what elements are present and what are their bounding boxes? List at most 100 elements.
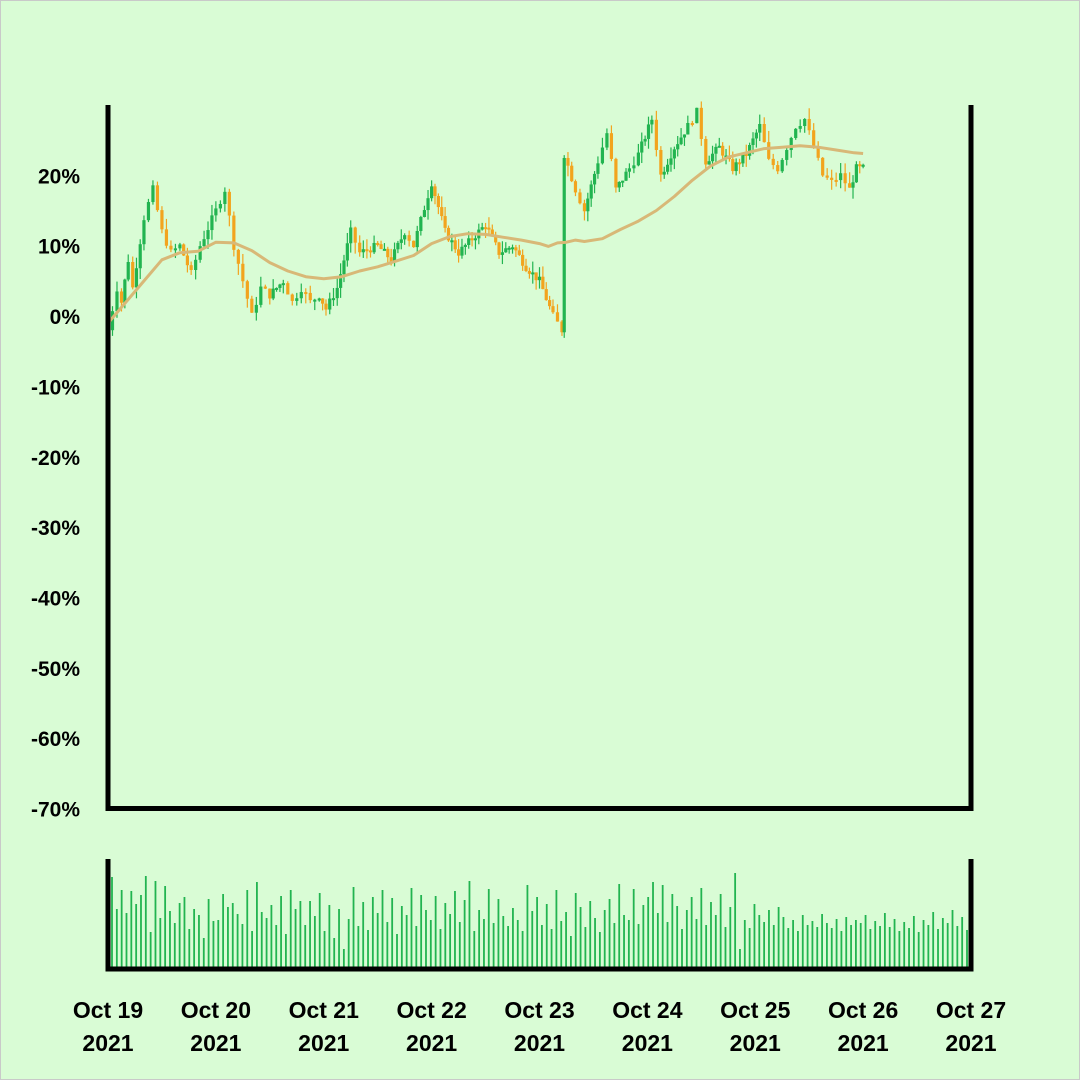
volume-bar	[787, 928, 790, 967]
volume-bar	[439, 929, 442, 967]
candle-down	[699, 107, 703, 139]
volume-bar	[811, 921, 814, 967]
candle-up	[803, 118, 807, 127]
candle-up	[467, 238, 471, 245]
candle-up	[349, 227, 353, 244]
candle-down	[379, 244, 383, 249]
volume-bar	[821, 914, 823, 967]
volume-bar	[961, 917, 964, 967]
candle-down	[250, 298, 254, 313]
candle-down	[386, 248, 390, 258]
volume-bar	[304, 925, 307, 967]
volume-bar	[739, 949, 741, 967]
candle-up	[592, 173, 597, 185]
candle-up	[372, 242, 376, 253]
volume-bar	[565, 912, 567, 967]
candle-up	[682, 134, 687, 138]
candle-down	[830, 177, 834, 180]
volume-bar	[236, 914, 239, 967]
candle-up	[463, 244, 467, 247]
candle-up	[596, 163, 600, 174]
candle-up	[854, 164, 858, 183]
volume-bar	[719, 894, 722, 967]
volume-bar	[212, 921, 215, 967]
candle-down	[821, 157, 825, 176]
volume-bar	[241, 924, 244, 967]
candle-up	[695, 107, 699, 124]
candle-up	[780, 159, 784, 172]
volume-bar	[613, 923, 616, 967]
candle-down	[690, 122, 694, 125]
candle-up	[460, 246, 464, 256]
volume-bar	[284, 934, 287, 967]
volume-bar	[400, 906, 403, 967]
candle-down	[816, 147, 820, 158]
candle-down	[182, 244, 186, 256]
volume-bar	[743, 920, 746, 967]
candle-up	[345, 243, 349, 261]
candle-down	[376, 242, 380, 245]
candle-down	[737, 162, 742, 165]
volume-bar	[584, 927, 587, 967]
volume-bar	[854, 920, 857, 967]
candle-up	[450, 240, 454, 243]
volume-bar	[342, 949, 345, 967]
volume-bar	[840, 931, 843, 967]
candle-down	[131, 262, 135, 288]
volume-bar	[927, 925, 930, 967]
volume-bar	[647, 897, 650, 967]
volume-bar	[879, 926, 881, 967]
volume-bar	[661, 885, 664, 967]
volume-bar	[521, 931, 524, 967]
volume-bar	[801, 915, 804, 967]
volume-bar	[903, 922, 906, 967]
candle-down	[443, 216, 447, 228]
volume-bar	[444, 903, 447, 967]
candle-down	[286, 283, 290, 295]
volume-bar	[347, 919, 350, 967]
volume-bar	[396, 934, 398, 967]
candle-up	[331, 298, 336, 301]
candle-down	[541, 276, 545, 290]
candle-up	[621, 180, 625, 183]
candle-down	[527, 270, 531, 274]
volume-bar	[792, 920, 795, 967]
candle-up	[146, 202, 151, 221]
candle-up	[271, 288, 275, 299]
candle-up	[531, 272, 535, 275]
candle-up	[861, 164, 865, 167]
volume-bar	[270, 905, 273, 967]
volume-bar	[111, 877, 113, 967]
candle-down	[490, 229, 494, 236]
candle-down	[654, 119, 658, 150]
volume-bar	[642, 905, 645, 967]
candle-down	[548, 300, 552, 307]
volume-bar	[623, 915, 625, 967]
candle-down	[407, 235, 411, 241]
x-tick-label: Oct 21	[289, 997, 360, 1023]
x-tick-label: Oct 22	[396, 997, 466, 1023]
volume-bar	[275, 925, 278, 967]
candle-up	[254, 304, 258, 313]
volume-bar	[468, 881, 471, 967]
volume-bar	[560, 921, 563, 967]
volume-bar	[130, 891, 133, 967]
volume-bar	[763, 922, 766, 967]
volume-bar	[671, 894, 674, 967]
candle-up	[624, 171, 628, 181]
candle-down	[353, 227, 357, 243]
volume-bar	[497, 899, 500, 967]
candle-down	[544, 289, 548, 301]
candle-down	[494, 235, 498, 243]
candle-up	[110, 311, 115, 331]
volume-bar	[937, 929, 939, 967]
candle-down	[807, 118, 811, 131]
volume-bar	[893, 919, 896, 967]
volume-bar	[966, 930, 968, 967]
volume-bar	[323, 931, 326, 967]
volume-bar	[357, 926, 360, 967]
candle-up	[646, 124, 651, 139]
candle-down	[771, 158, 775, 166]
volume-bar	[410, 888, 413, 967]
